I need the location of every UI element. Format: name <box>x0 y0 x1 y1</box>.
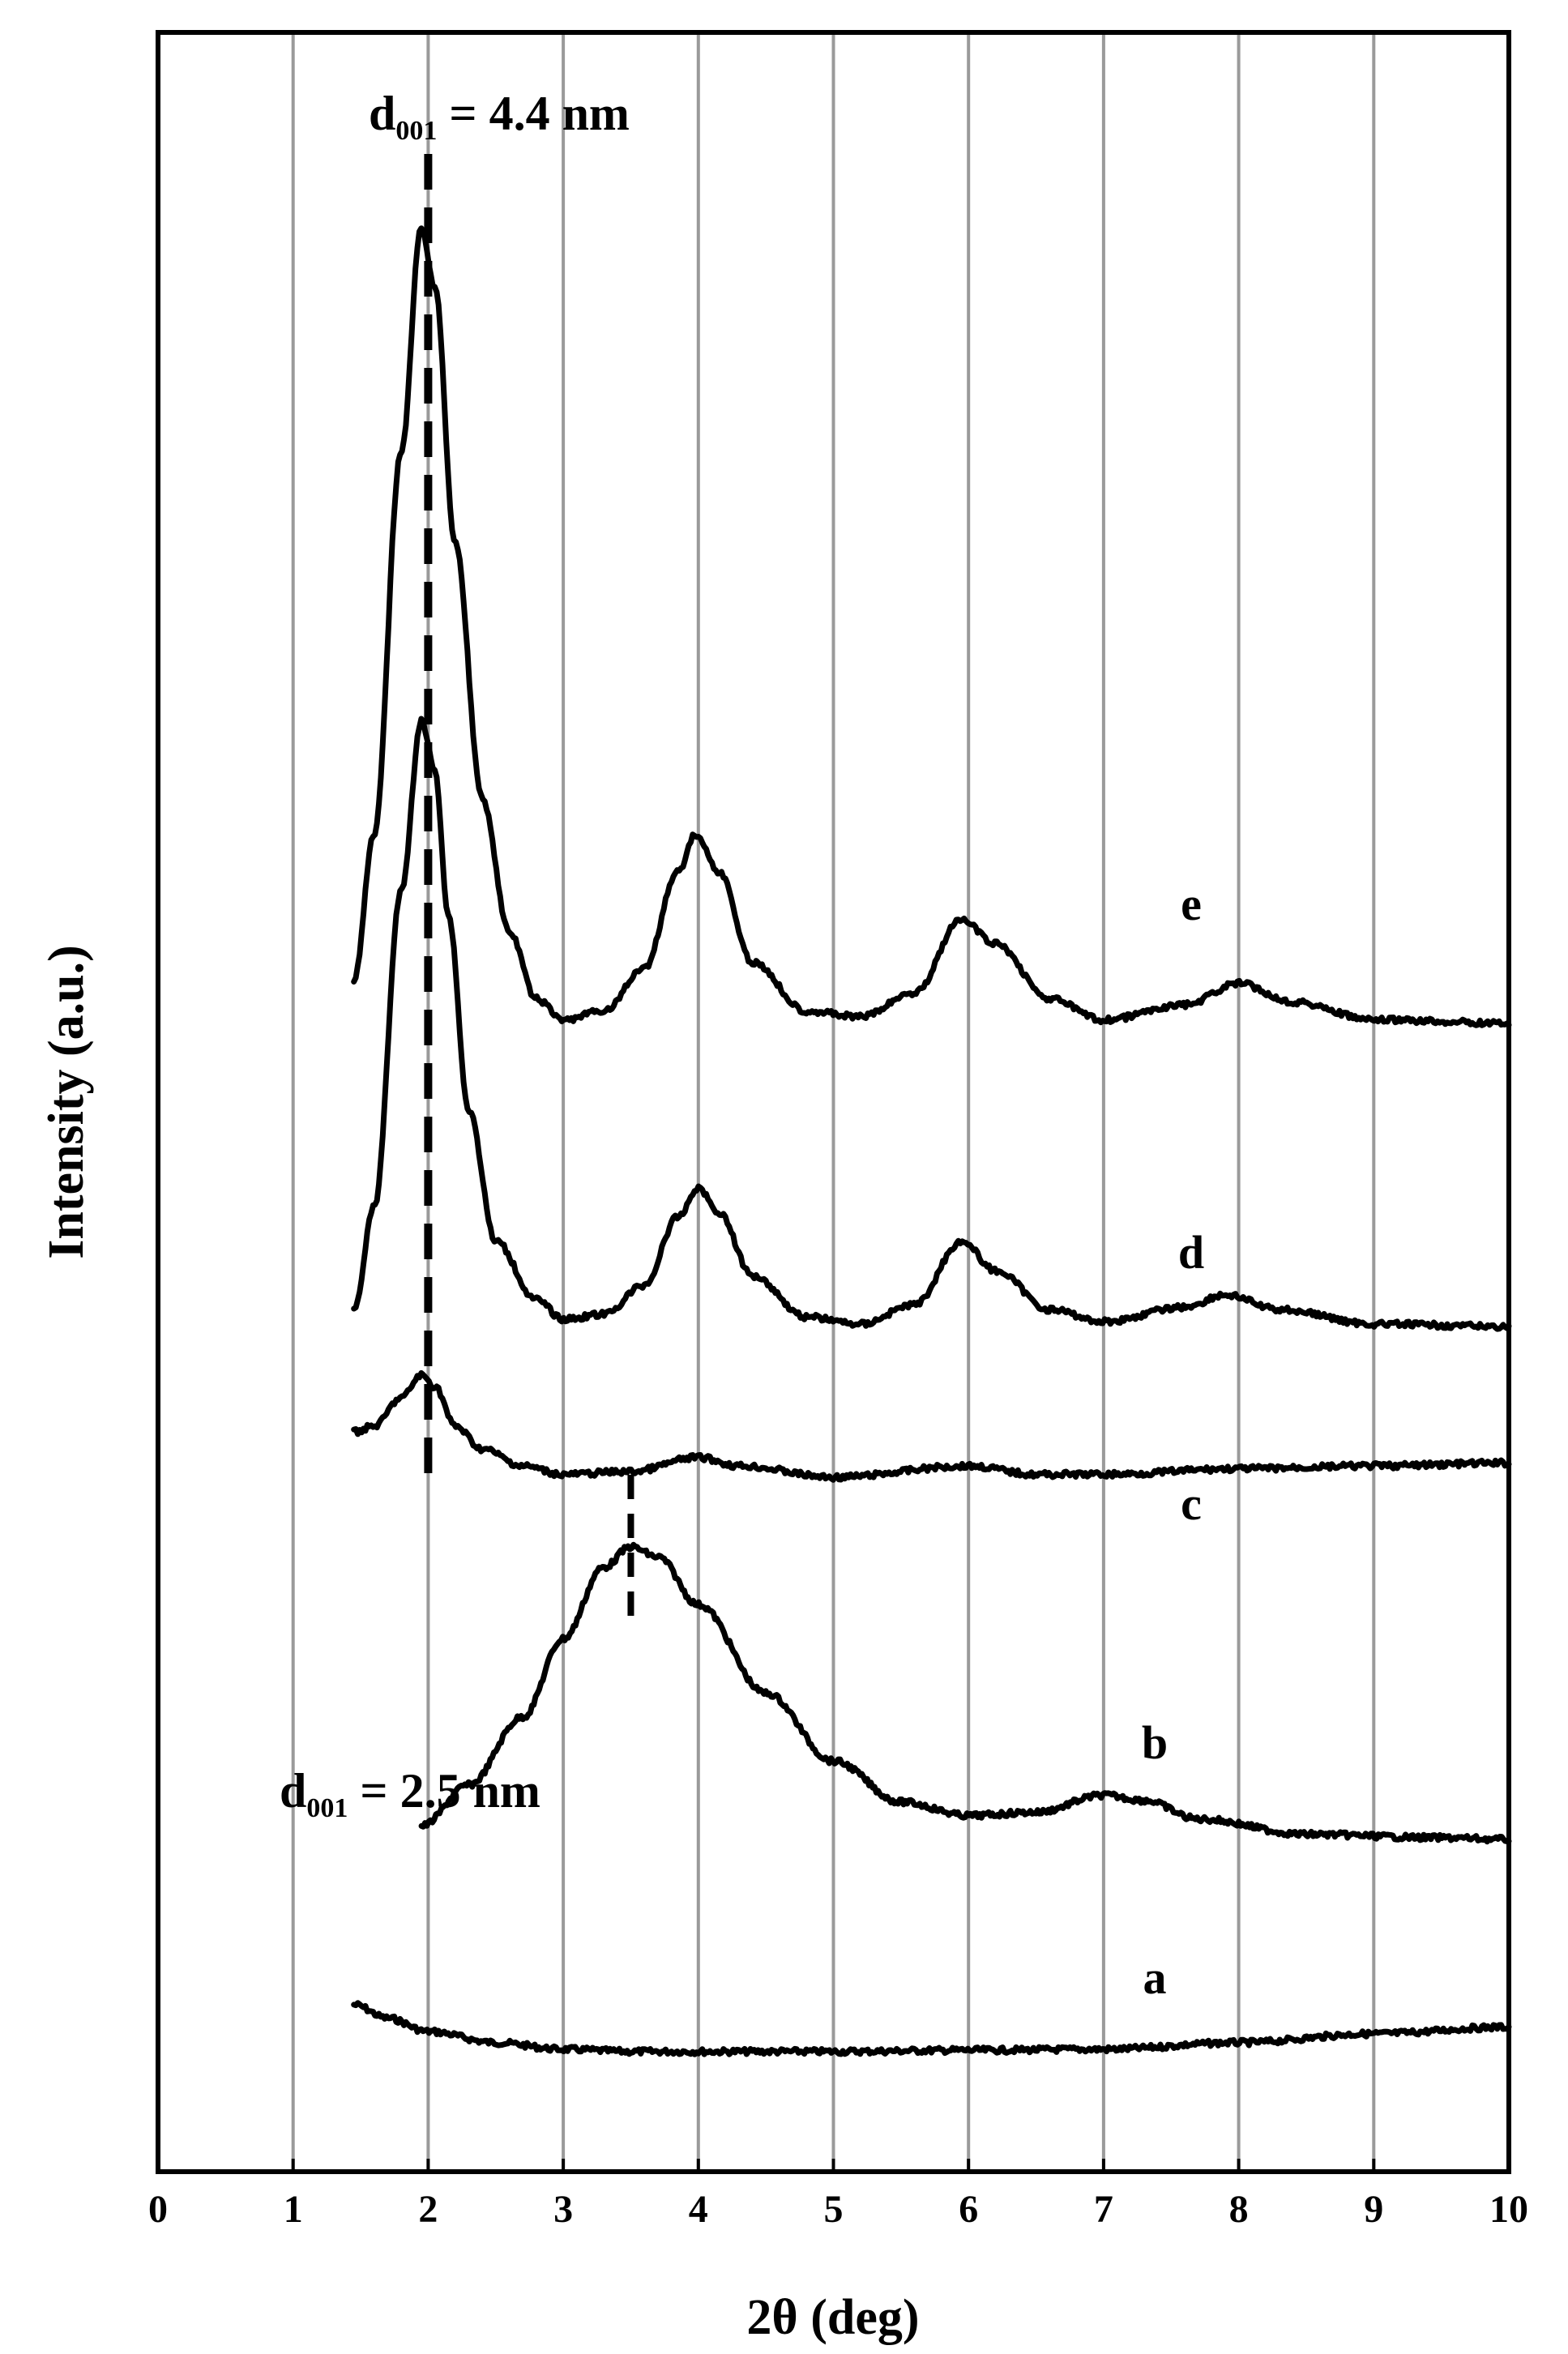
grid-lines <box>291 32 1376 2172</box>
annotation-markers <box>424 154 634 1621</box>
x-tick-label: 10 <box>1489 2188 1528 2231</box>
series-line-a <box>351 2000 1512 2057</box>
series-label-a: a <box>1143 1951 1167 2004</box>
annotation-subscript: 001 <box>306 1793 348 1823</box>
x-tick-label: 9 <box>1364 2188 1383 2231</box>
annotation-d001-0: d001 = 4.4 nm <box>369 87 630 146</box>
series-line-b <box>418 1541 1512 1845</box>
x-axis-ticks: 0 1 2 3 4 5 6 7 8 9 10 <box>148 2159 1528 2231</box>
x-tick-label: 6 <box>959 2188 978 2231</box>
x-tick-label: 3 <box>553 2188 573 2231</box>
series-lines <box>351 225 1512 2057</box>
series-label-d: d <box>1178 1226 1204 1279</box>
annotation-subscript: 001 <box>395 116 437 146</box>
series-line-e <box>351 225 1512 1028</box>
series-label-b: b <box>1142 1716 1168 1769</box>
series-line-c <box>351 1369 1512 1483</box>
x-tick-label: 7 <box>1094 2188 1113 2231</box>
annotation-value: = 4.4 nm <box>437 87 630 140</box>
annotation-symbol: d <box>280 1764 306 1818</box>
x-axis-label: 2θ (deg) <box>746 2290 919 2345</box>
y-axis-label: Intensity (a.u.) <box>39 945 94 1259</box>
series-label-e: e <box>1181 878 1202 930</box>
series-line-d <box>351 716 1512 1332</box>
series-label-c: c <box>1181 1477 1202 1530</box>
x-tick-label: 2 <box>418 2188 438 2231</box>
annotation-value: = 2.5 nm <box>348 1764 540 1818</box>
series-labels: a b c d e <box>1142 878 1204 2004</box>
x-tick-label: 5 <box>824 2188 844 2231</box>
annotation-d001-1: d001 = 2.5 nm <box>280 1764 540 1823</box>
x-tick-label: 4 <box>689 2188 708 2231</box>
x-tick-label: 1 <box>284 2188 303 2231</box>
x-tick-label: 8 <box>1229 2188 1249 2231</box>
x-tick-label: 0 <box>148 2188 168 2231</box>
annotation-symbol: d <box>369 87 395 140</box>
